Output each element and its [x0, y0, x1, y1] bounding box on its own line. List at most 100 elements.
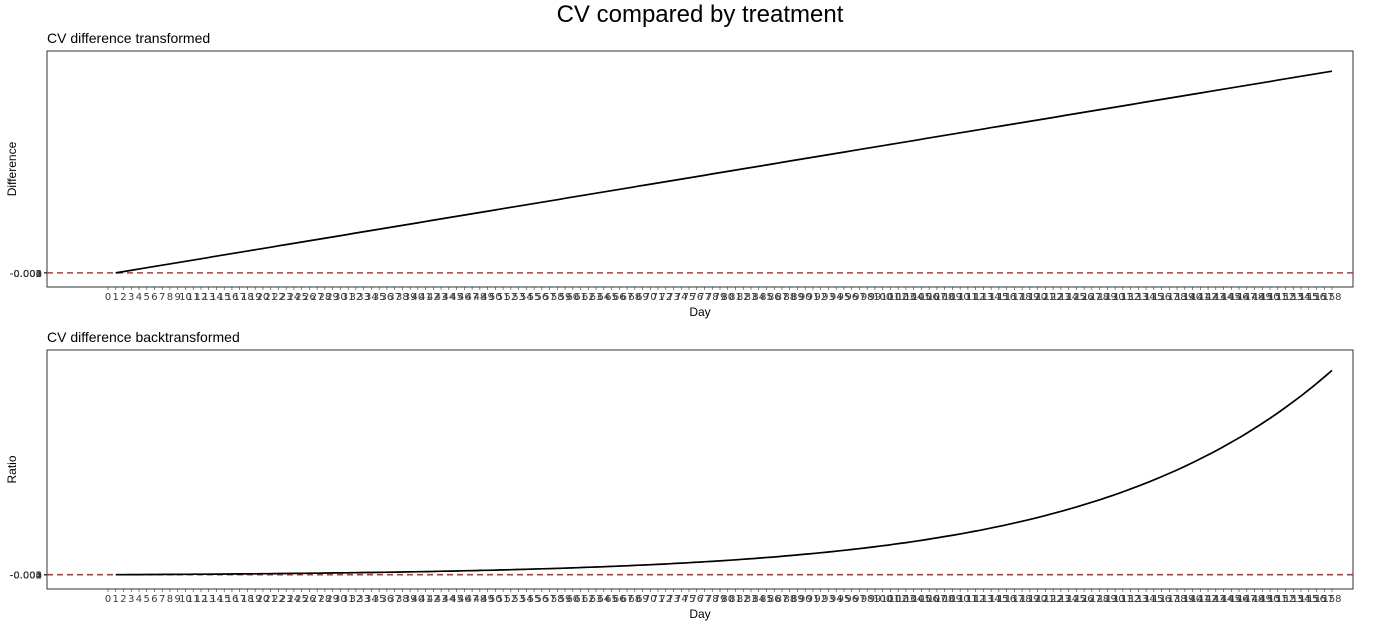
x-tick-label: 12	[195, 292, 208, 303]
y-axis-label: Difference	[5, 141, 19, 196]
y-tick-label: -0.004	[10, 269, 42, 280]
x-tick-label: 2	[120, 594, 126, 605]
x-tick-label: 14	[210, 292, 223, 303]
x-tick-label: 54	[520, 292, 533, 303]
x-tick-label: 147	[1237, 594, 1256, 605]
x-tick-label: 104	[904, 292, 923, 303]
x-tick-label: 117	[1005, 594, 1024, 605]
x-tick-label: 144	[1214, 292, 1233, 303]
x-tick-label: 86	[768, 594, 781, 605]
y-tick-label: -0.001	[10, 571, 42, 582]
x-tick-label: 94	[830, 594, 843, 605]
x-tick-label: 37	[388, 594, 401, 605]
x-tick-label: 136	[1152, 292, 1171, 303]
x-tick-label: 49	[481, 292, 494, 303]
x-tick-label: 158	[1322, 292, 1341, 303]
x-tick-label: 150	[1260, 292, 1279, 303]
x-tick-label: 125	[1067, 594, 1086, 605]
x-tick-label: 107	[927, 292, 946, 303]
x-tick-label: 26	[303, 594, 316, 605]
x-tick-label: 47	[466, 594, 479, 605]
x-tick-label: 52	[504, 594, 517, 605]
series-line	[115, 369, 1333, 576]
x-tick-label: 137	[1160, 292, 1179, 303]
x-tick-label: 111	[958, 594, 977, 605]
x-tick-label: 154	[1291, 292, 1310, 303]
plot-frame	[46, 50, 1354, 288]
x-tick-label: 57	[543, 594, 556, 605]
x-tick-label: 67	[621, 594, 634, 605]
x-tick-label: 157	[1315, 292, 1334, 303]
x-tick-label: 115	[989, 292, 1008, 303]
x-tick-label: 77	[698, 292, 711, 303]
x-tick-label: 105	[912, 292, 931, 303]
x-tick-label: 95	[838, 594, 851, 605]
x-tick-label: 63	[590, 292, 603, 303]
x-tick-label: 98	[861, 292, 874, 303]
x-tick-label: 101	[881, 594, 900, 605]
x-tick-label: 34	[365, 292, 378, 303]
x-tick-label: 78	[706, 594, 719, 605]
x-tick-label: 80	[721, 292, 734, 303]
x-tick-label: 22	[272, 594, 285, 605]
x-tick-label: 111	[958, 292, 977, 303]
x-axis-label: Day	[689, 305, 710, 319]
x-tick-label: 157	[1315, 594, 1334, 605]
x-tick-label: 142	[1199, 594, 1218, 605]
x-tick-label: 113	[974, 292, 993, 303]
x-tick-label: 57	[543, 292, 556, 303]
x-tick-label: 60	[566, 292, 579, 303]
x-tick-label: 45	[450, 594, 463, 605]
y-tick-label: -0.002	[10, 571, 42, 582]
x-tick-label: 15	[218, 292, 231, 303]
x-tick-label: 130	[1106, 292, 1125, 303]
x-tick-label: 66	[613, 594, 626, 605]
x-tick-label: 97	[853, 594, 866, 605]
x-tick-label: 56	[535, 594, 548, 605]
x-tick-label: 93	[822, 292, 835, 303]
x-axis-label: Day	[689, 607, 710, 621]
x-tick-label: 146	[1229, 292, 1248, 303]
x-tick-label: 69	[636, 594, 649, 605]
x-tick-label: 11	[187, 594, 200, 605]
x-tick-label: 149	[1253, 292, 1272, 303]
x-tick-label: 67	[621, 292, 634, 303]
x-tick-label: 138	[1168, 594, 1187, 605]
y-tick-label: -0.002	[10, 269, 42, 280]
x-tick-label: 135	[1144, 292, 1163, 303]
x-tick-label: 119	[1020, 594, 1039, 605]
x-tick-label: 59	[559, 594, 572, 605]
x-tick-label: 103	[896, 594, 915, 605]
x-tick-label: 74	[675, 594, 688, 605]
x-tick-label: 79	[714, 594, 727, 605]
x-tick-label: 1	[113, 594, 119, 605]
x-tick-label: 119	[1020, 292, 1039, 303]
x-tick-label: 33	[357, 292, 370, 303]
y-tick-label: -0.003	[10, 269, 42, 280]
x-tick-label: 68	[628, 292, 641, 303]
x-tick-label: 140	[1183, 292, 1202, 303]
x-tick-label: 136	[1152, 594, 1171, 605]
x-tick-label: 78	[706, 292, 719, 303]
x-tick-label: 99	[869, 292, 882, 303]
x-tick-label: 62	[582, 292, 595, 303]
x-tick-label: 21	[264, 292, 277, 303]
x-tick-label: 61	[574, 292, 587, 303]
x-tick-label: 4	[136, 292, 142, 303]
x-tick-label: 115	[989, 594, 1008, 605]
x-tick-label: 85	[760, 594, 773, 605]
x-tick-label: 122	[1044, 292, 1063, 303]
x-tick-label: 42	[427, 594, 440, 605]
x-tick-label: 82	[737, 594, 750, 605]
x-tick-label: 107	[927, 594, 946, 605]
x-tick-label: 59	[559, 292, 572, 303]
x-tick-label: 118	[1013, 292, 1032, 303]
x-tick-label: 116	[997, 594, 1016, 605]
x-tick-label: 1	[113, 292, 119, 303]
main-title: CV compared by treatment	[556, 1, 844, 28]
x-tick-label: 5	[144, 292, 150, 303]
x-tick-label: 89	[791, 594, 804, 605]
x-tick-label: 97	[853, 292, 866, 303]
y-tick-label: 0.000	[13, 571, 42, 582]
x-tick-label: 96	[845, 594, 858, 605]
